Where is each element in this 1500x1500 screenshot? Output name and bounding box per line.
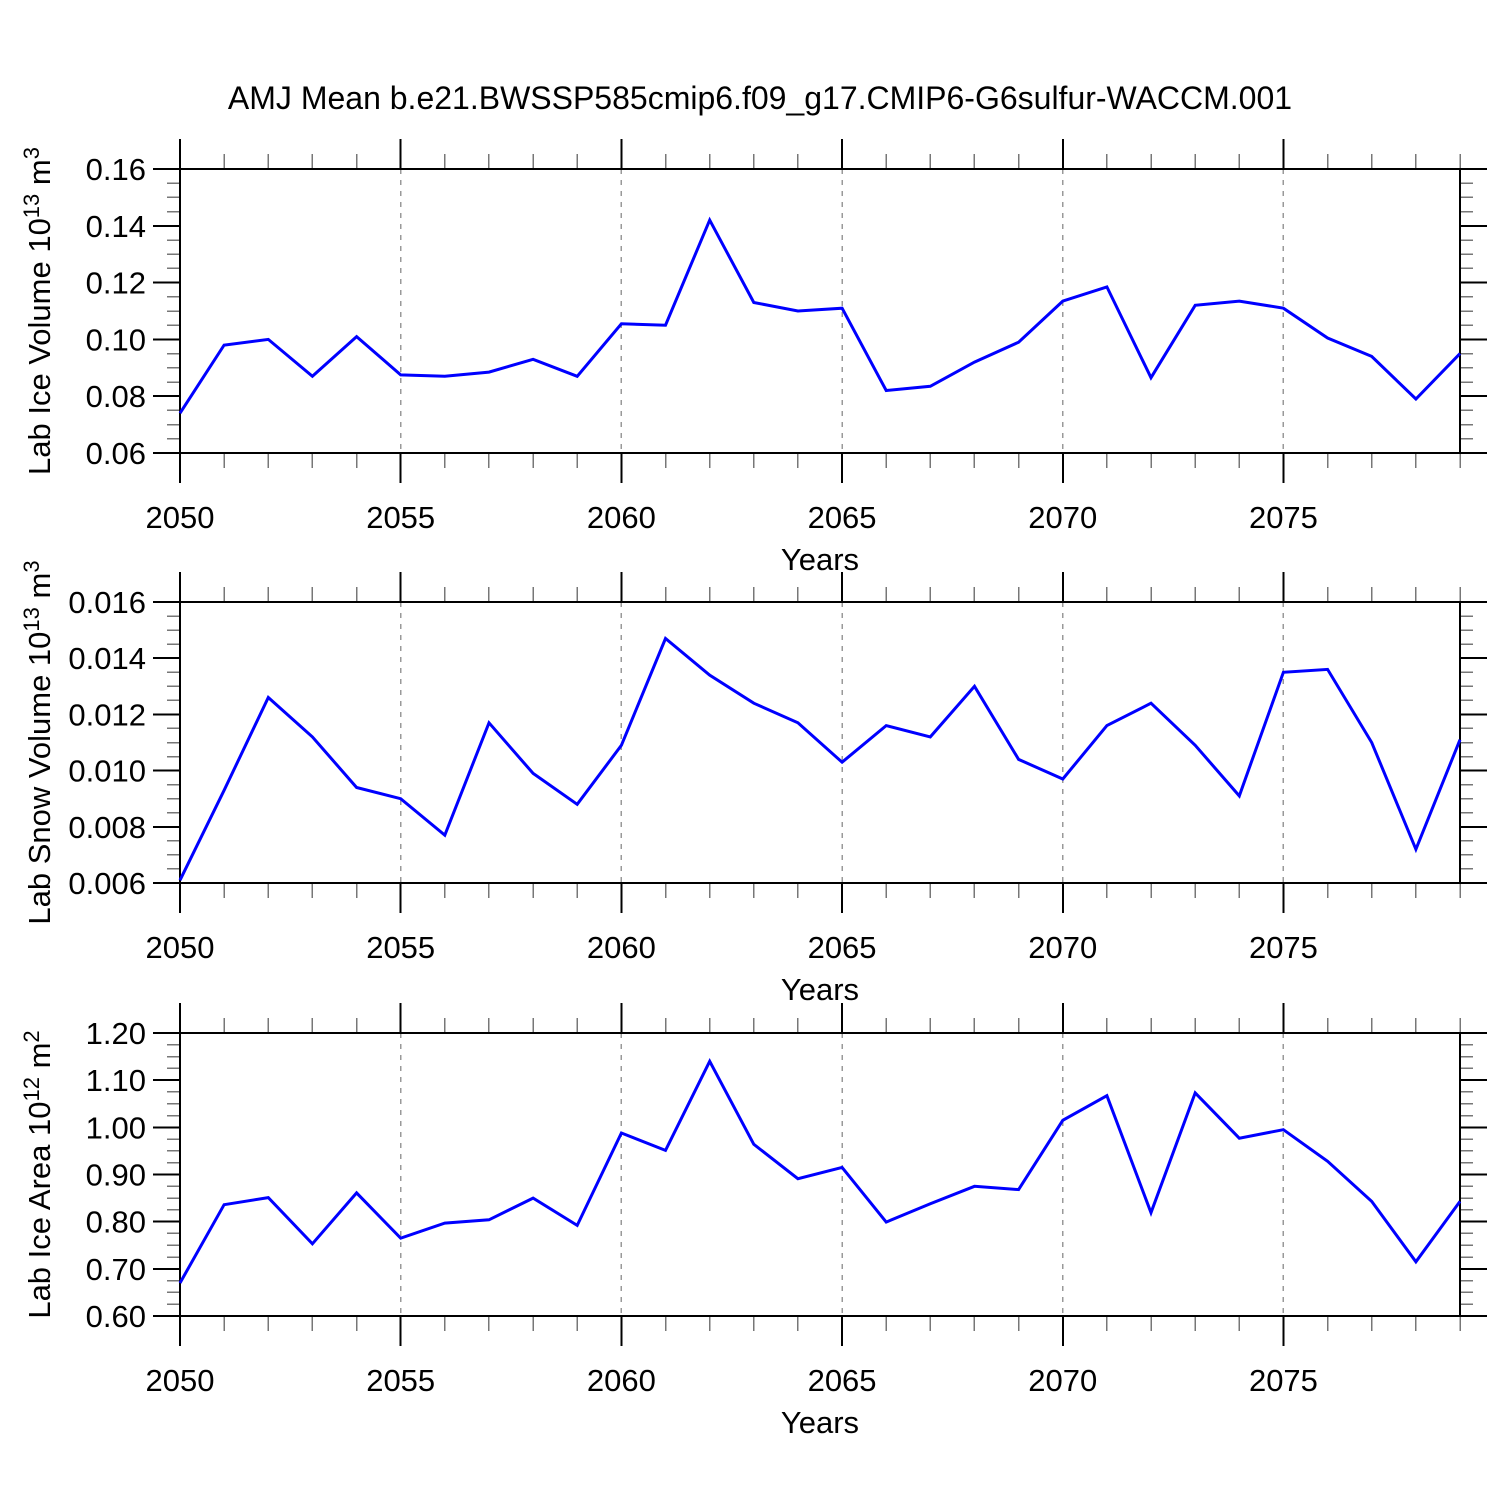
y-tick-label: 0.006 <box>68 866 146 901</box>
series-line <box>178 216 1462 415</box>
y-tick-label: 1.00 <box>86 1110 146 1145</box>
x-tick-label: 2070 <box>1028 500 1097 535</box>
x-tick-label: 2050 <box>146 1363 215 1398</box>
y-tick-label: 0.08 <box>86 379 146 414</box>
y-tick-label: 0.014 <box>68 641 146 676</box>
y-tick-label: 0.90 <box>86 1158 146 1193</box>
x-tick-label: 2070 <box>1028 930 1097 965</box>
y-tick-label: 0.06 <box>86 436 146 471</box>
x-tick-label: 2050 <box>146 930 215 965</box>
chart-panel-3: 0.60 0.70 0.80 0.90 1.00 1.10 1.20 2050 2055 2060… <box>19 1003 1487 1440</box>
x-tick-label: 2065 <box>808 930 877 965</box>
y-tick-label: 0.008 <box>68 810 146 845</box>
x-tick-label: 2060 <box>587 1363 656 1398</box>
y-axis-title: Lab Snow Volume 1013 m3 <box>19 560 57 924</box>
x-axis-title: Years <box>781 972 859 1007</box>
x-tick-label: 2065 <box>808 1363 877 1398</box>
x-tick-label: 2075 <box>1249 1363 1318 1398</box>
y-tick-label: 0.12 <box>86 266 146 301</box>
y-axis-title: Lab Ice Volume 1013 m3 <box>19 147 57 475</box>
series-line <box>178 1058 1462 1284</box>
y-tick-label: 0.016 <box>68 585 146 620</box>
x-tick-label: 2070 <box>1028 1363 1097 1398</box>
figure-title: AMJ Mean b.e21.BWSSP585cmip6.f09_g17.CMI… <box>227 80 1293 116</box>
chart-panel-1: 0.06 0.08 0.10 0.12 0.14 0.16 2050 2055 2060 2065… <box>19 139 1487 577</box>
x-tick-label: 2060 <box>587 500 656 535</box>
y-tick-label: 0.010 <box>68 754 146 789</box>
x-tick-label: 2055 <box>366 500 435 535</box>
x-tick-label: 2075 <box>1249 500 1318 535</box>
plot-frame <box>179 168 1461 454</box>
x-tick-label: 2055 <box>366 1363 435 1398</box>
y-tick-label: 0.70 <box>86 1252 146 1287</box>
y-tick-label: 0.012 <box>68 697 146 732</box>
x-tick-label: 2055 <box>366 930 435 965</box>
x-axis-title: Years <box>781 542 859 577</box>
y-tick-label: 0.60 <box>86 1299 146 1334</box>
chart-panel-2: 0.006 0.008 0.010 0.012 0.014 0.016 2050 2055 20… <box>19 560 1487 1007</box>
y-tick-label: 0.14 <box>86 209 146 244</box>
x-tick-label: 2050 <box>146 500 215 535</box>
y-axis-title: Lab Ice Area 1012 m2 <box>19 1030 57 1318</box>
y-tick-label: 1.10 <box>86 1063 146 1098</box>
x-tick-label: 2075 <box>1249 930 1318 965</box>
x-axis-title: Years <box>781 1405 859 1440</box>
x-tick-label: 2065 <box>808 500 877 535</box>
x-tick-label: 2060 <box>587 930 656 965</box>
y-tick-label: 0.16 <box>86 152 146 187</box>
y-tick-label: 0.10 <box>86 322 146 357</box>
y-tick-label: 0.80 <box>86 1205 146 1240</box>
series-line <box>178 636 1462 881</box>
plot-frame <box>179 1032 1461 1317</box>
y-tick-label: 1.20 <box>86 1016 146 1051</box>
